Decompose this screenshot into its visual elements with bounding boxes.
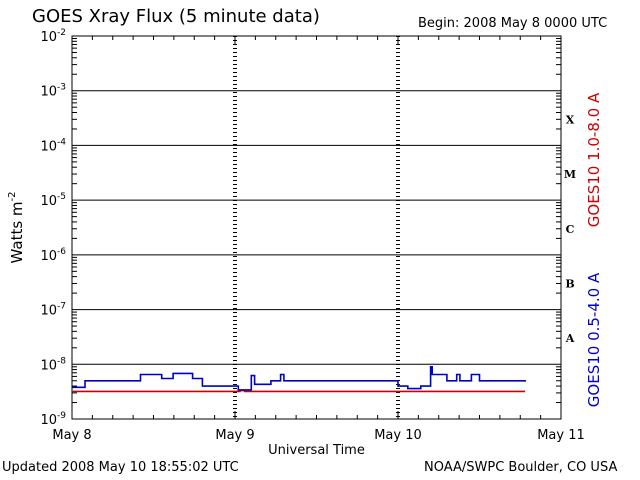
chart-title: GOES Xray Flux (5 minute data) xyxy=(32,6,320,27)
y-tick-label: 10-5 xyxy=(40,192,66,209)
y-tick-label: 10-2 xyxy=(40,28,66,45)
x-axis-label: Universal Time xyxy=(268,443,365,458)
y-tick-label: 10-3 xyxy=(40,83,66,100)
flare-class-label: B xyxy=(565,277,574,290)
x-tick-label: May 8 xyxy=(52,428,91,443)
begin-time: Begin: 2008 May 8 0000 UTC xyxy=(418,16,608,31)
legend-long-channel: GOES10 1.0-8.0 A xyxy=(585,92,603,227)
y-axis-label: Watts m-2 xyxy=(7,191,26,263)
y-tick-label: 10-6 xyxy=(40,247,66,264)
legend-short-channel: GOES10 0.5-4.0 A xyxy=(585,272,603,407)
updated-timestamp: Updated 2008 May 10 18:55:02 UTC xyxy=(2,460,239,475)
series-line-long-channel xyxy=(72,389,526,393)
y-tick-label: 10-4 xyxy=(40,137,66,154)
y-tick-label: 10-7 xyxy=(40,302,66,319)
y-tick-label: 10-9 xyxy=(40,411,66,428)
flare-class-label: X xyxy=(566,113,575,126)
x-tick-label: May 9 xyxy=(215,428,254,443)
y-tick-label: 10-8 xyxy=(40,356,66,373)
flare-class-label: C xyxy=(566,223,575,236)
x-tick-label: May 10 xyxy=(374,428,422,443)
series-line-short-channel xyxy=(72,366,526,391)
flare-class-label: M xyxy=(564,168,576,181)
flare-class-label: A xyxy=(565,332,575,345)
source-credit: NOAA/SWPC Boulder, CO USA xyxy=(424,460,618,475)
plot-frame xyxy=(71,35,562,420)
x-tick-label: May 11 xyxy=(537,428,585,443)
